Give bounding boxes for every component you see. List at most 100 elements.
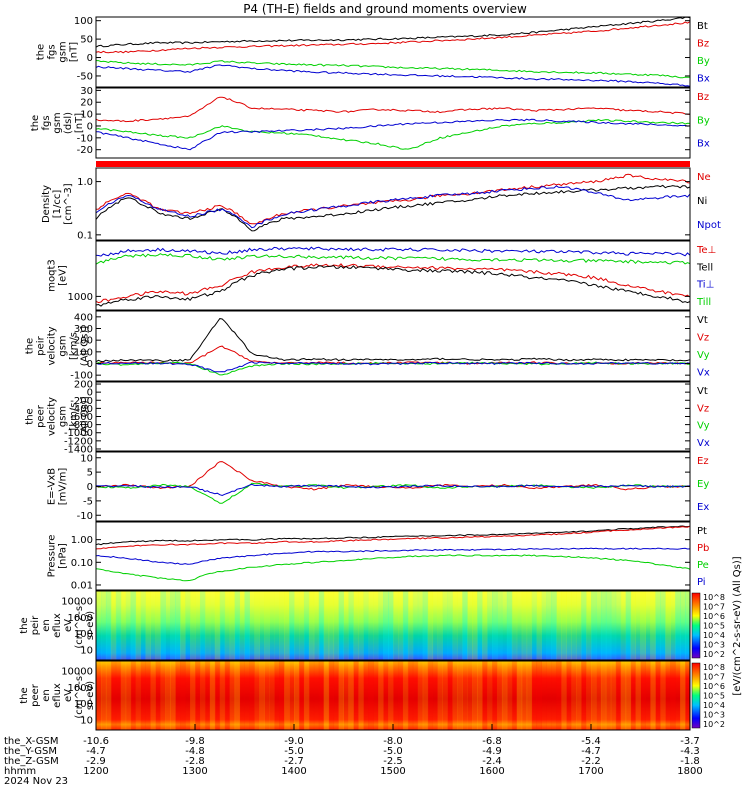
y-axis-label: thefgsgsm(dsl)[nT] bbox=[30, 112, 85, 134]
panel-10: thepeerenefluxeV(cm^2-s-sr-eV) bbox=[19, 660, 701, 731]
panel-frame bbox=[95, 310, 691, 382]
spectrogram-stripe bbox=[140, 591, 146, 660]
spectrogram-stripe bbox=[343, 661, 349, 730]
legend-Pb: Pb bbox=[697, 543, 709, 554]
series-line-ne bbox=[95, 173, 691, 225]
x-tick-label: -2.2 bbox=[581, 756, 601, 767]
spectrogram-stripe bbox=[615, 591, 622, 660]
panel-frame bbox=[95, 167, 691, 241]
spectrogram-stripe bbox=[388, 591, 394, 660]
spectrogram-stripe bbox=[452, 591, 458, 660]
legend-Pt: Pt bbox=[697, 526, 707, 537]
y-tick-label: 10 bbox=[80, 453, 93, 464]
spectrogram-stripe bbox=[279, 661, 285, 730]
x-row-label: the_Z-GSM bbox=[4, 756, 59, 767]
spectrogram-stripe bbox=[298, 661, 305, 730]
colorbar-tick-label: 10^4 bbox=[703, 631, 725, 640]
series-line-pt bbox=[95, 525, 691, 546]
spectrogram-stripe bbox=[536, 591, 542, 660]
spectrogram-stripe bbox=[170, 591, 176, 660]
x-tick-label: -4.7 bbox=[581, 746, 601, 757]
spectrogram-stripe bbox=[234, 591, 241, 660]
spectrogram-stripe bbox=[388, 661, 394, 730]
spectrogram-stripe bbox=[269, 661, 275, 730]
spectrogram-stripe bbox=[655, 661, 661, 730]
spectrogram-stripe bbox=[432, 591, 439, 660]
spectrogram-stripe bbox=[427, 591, 434, 660]
legend-Tex: Te⊥ bbox=[696, 245, 716, 256]
spectrogram-stripe bbox=[660, 661, 666, 730]
y-axis-label: Pressure[nPa] bbox=[47, 535, 69, 578]
series-line-tix bbox=[95, 246, 691, 257]
spectrogram-ion bbox=[96, 591, 690, 660]
legend-Bz: Bz bbox=[697, 39, 709, 50]
spectrogram-stripe bbox=[264, 661, 270, 730]
legend-Vy: Vy bbox=[697, 421, 710, 432]
y-axis-label-line: sr-eV) bbox=[85, 681, 96, 710]
spectrogram-stripe bbox=[546, 591, 552, 660]
spectrogram-stripe bbox=[506, 591, 513, 660]
y-tick-label: 0 bbox=[87, 121, 93, 132]
series-line-ni bbox=[95, 184, 691, 232]
x-tick-label: 1600 bbox=[479, 766, 504, 777]
spectrogram-stripe bbox=[482, 591, 488, 660]
spectrogram-stripe bbox=[115, 661, 122, 730]
spectrogram-stripe bbox=[506, 661, 513, 730]
legend-Bt: Bt bbox=[697, 21, 708, 32]
spectrogram-stripe bbox=[615, 661, 622, 730]
y-axis-label-line: [nT] bbox=[69, 42, 80, 62]
x-tick-label: -10.6 bbox=[83, 736, 109, 747]
spectrogram-stripe bbox=[541, 591, 547, 660]
spectrogram-stripe bbox=[110, 591, 117, 660]
colorbar-tick-label: 10^3 bbox=[703, 641, 725, 650]
spectrogram-stripe bbox=[586, 591, 592, 660]
y-tick-label: 50 bbox=[80, 35, 93, 46]
colorbar-tick-label: 10^5 bbox=[703, 692, 725, 701]
legend-Ne: Ne bbox=[697, 172, 711, 183]
y-tick-label: -1200 bbox=[64, 436, 93, 447]
spectrogram-stripe bbox=[328, 661, 335, 730]
y-axis-label: moqt3[eV] bbox=[47, 259, 69, 292]
spectrogram-stripe bbox=[328, 591, 335, 660]
y-axis-label-line: [km/s bbox=[69, 332, 80, 360]
spectrogram-stripe bbox=[180, 591, 186, 660]
spectrogram-stripe bbox=[437, 661, 443, 730]
spectrogram-stripe bbox=[655, 591, 661, 660]
y-axis-label-line: en bbox=[41, 619, 52, 632]
y-tick-label: 10000 bbox=[61, 667, 93, 678]
y-axis-label-line: [nPa] bbox=[58, 543, 69, 569]
series-line-vx bbox=[95, 361, 691, 373]
spectrogram-stripe bbox=[185, 661, 191, 730]
spectrogram-stripe bbox=[526, 661, 533, 730]
spectrogram-stripe bbox=[289, 591, 295, 660]
legend-Vz: Vz bbox=[697, 333, 709, 344]
spectrogram-stripe bbox=[487, 661, 493, 730]
legend-Vt: Vt bbox=[697, 315, 708, 326]
spectrogram-stripe bbox=[675, 591, 681, 660]
spectrogram-stripe bbox=[368, 591, 374, 660]
spectrogram-stripe bbox=[393, 661, 399, 730]
spectrogram-stripe bbox=[363, 661, 369, 730]
x-tick-label: -4.7 bbox=[86, 746, 106, 757]
colorbar-tick-label: 10^6 bbox=[703, 612, 725, 621]
spectrogram-stripe bbox=[130, 661, 137, 730]
y-tick-label: 0 bbox=[87, 53, 93, 64]
spectrogram-stripe bbox=[640, 661, 646, 730]
spectrogram-stripe bbox=[635, 591, 641, 660]
colorbar-tick-label: 10^2 bbox=[703, 720, 725, 729]
y-tick-label: -1400 bbox=[64, 444, 93, 455]
spectrogram-stripe bbox=[467, 591, 473, 660]
y-axis-label-line: velocity bbox=[47, 326, 58, 365]
spectrogram-stripe bbox=[313, 661, 320, 730]
date-label: 2024 Nov 23 bbox=[4, 776, 68, 787]
x-tick-label: -4.3 bbox=[680, 746, 700, 757]
y-axis-label-line: the bbox=[25, 408, 36, 424]
y-axis-label-line: the bbox=[19, 687, 30, 703]
y-tick-label: 0 bbox=[87, 388, 93, 399]
y-tick-label: -5 bbox=[83, 496, 93, 507]
series-line-vz bbox=[96, 345, 691, 365]
spectrogram-stripe bbox=[175, 591, 181, 660]
y-tick-label: 400 bbox=[74, 312, 93, 323]
spectrogram-stripe bbox=[581, 661, 587, 730]
